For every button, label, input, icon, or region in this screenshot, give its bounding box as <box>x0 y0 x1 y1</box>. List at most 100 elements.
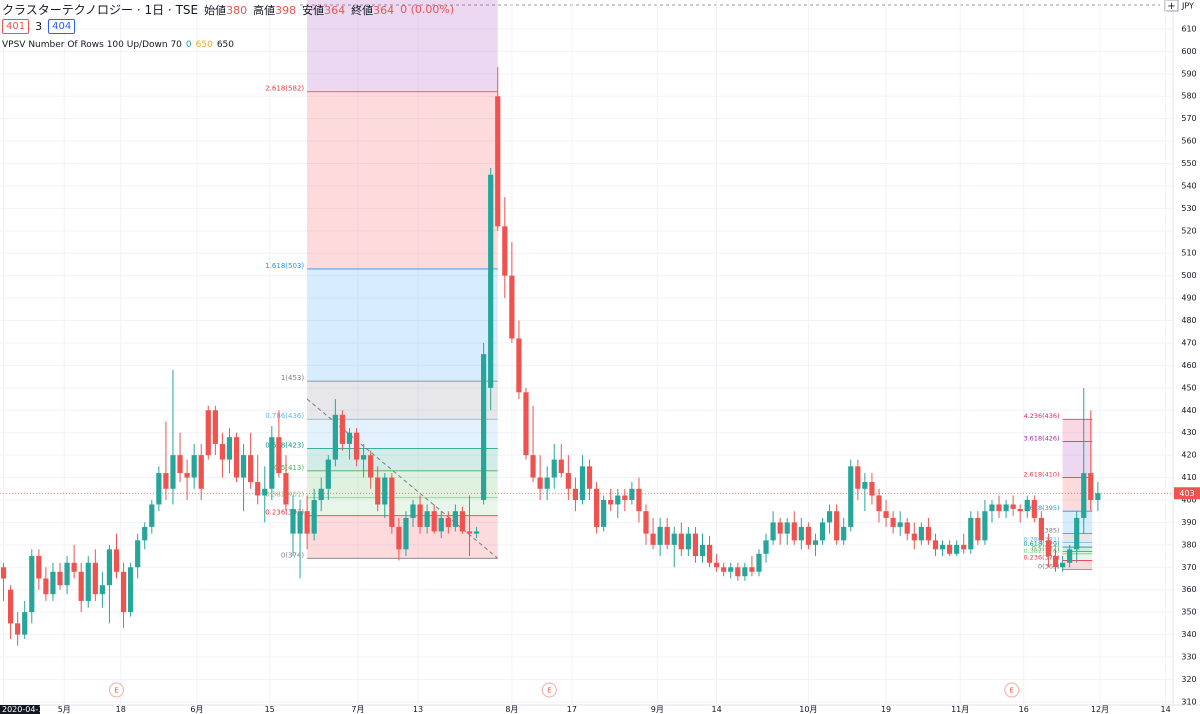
candle-body <box>728 567 734 572</box>
candle-body <box>918 526 924 541</box>
candle-body <box>982 511 988 541</box>
y-tick-label: 320 <box>1181 675 1196 684</box>
fib-label: 0.5(413) <box>274 464 304 472</box>
earnings-marker[interactable] <box>108 682 124 698</box>
candle-body <box>968 517 974 550</box>
fib-label: 4.236(436) <box>1023 412 1059 420</box>
y-tick-label: 610 <box>1181 24 1196 33</box>
x-tick-label: 14 <box>1161 705 1171 714</box>
candle-body <box>311 499 317 534</box>
last-price-label: 403 <box>1179 489 1194 498</box>
y-tick-label: 340 <box>1181 630 1196 639</box>
candle-body <box>643 511 649 534</box>
x-tick-label: 16 <box>1019 705 1029 714</box>
sell-button[interactable]: 401 <box>2 19 30 34</box>
candle-body <box>368 455 374 478</box>
ohlc-value: 398 <box>275 3 297 17</box>
candle-body <box>424 511 430 527</box>
candle-body <box>770 522 776 541</box>
candle-body <box>855 466 861 489</box>
y-tick-label: 380 <box>1181 540 1196 549</box>
currency: JPY <box>1181 2 1194 11</box>
symbol-row: クラスターテクノロジー · 1日 · TSE 始値380 高値398 安値364 終値… <box>2 2 454 17</box>
ohlc-value: 364 <box>324 3 346 17</box>
candle-body <box>163 473 169 489</box>
y-tick-label: 430 <box>1181 428 1196 437</box>
x-tick-label: 2020-04-17 <box>2 705 49 714</box>
candle-body <box>1095 493 1101 500</box>
buttons-row: 401 3 404 <box>2 19 454 34</box>
candle-body <box>283 473 289 505</box>
fib-zone <box>307 470 498 498</box>
candle-body <box>671 533 677 545</box>
candle-body <box>714 562 720 568</box>
candle-body <box>509 275 515 339</box>
candle-body <box>170 455 176 489</box>
candle-body <box>1024 499 1030 512</box>
fib-zone <box>307 91 498 269</box>
add-button[interactable] <box>1164 0 1179 12</box>
candle-body <box>523 392 529 456</box>
candle-body <box>1010 504 1016 509</box>
candle-body <box>191 455 197 478</box>
indicator-value: 650 <box>216 39 235 50</box>
candle-body <box>904 522 910 534</box>
candle-body <box>961 544 967 550</box>
candle-body <box>57 571 63 586</box>
candle-body <box>481 354 487 500</box>
fib-label: 0.618(423) <box>265 441 304 449</box>
x-tick-label: 11月 <box>951 705 969 714</box>
y-tick-label: 390 <box>1181 518 1196 527</box>
candle-body <box>276 437 282 474</box>
fib-zone <box>307 419 498 449</box>
earnings-label: E <box>1010 687 1014 695</box>
y-tick-label: 440 <box>1181 406 1196 415</box>
earnings-marker[interactable] <box>541 682 557 698</box>
x-tick-label: 17 <box>567 705 577 714</box>
fib-trend-line <box>306 398 499 559</box>
candle-body <box>756 553 762 572</box>
symbol[interactable]: クラスターテクノロジー · 1日 · TSE <box>2 3 199 17</box>
candle-body <box>36 556 42 579</box>
fib-zone <box>1062 477 1093 512</box>
candle-body <box>473 531 480 534</box>
candle-body <box>120 571 127 613</box>
buy-button[interactable]: 404 <box>48 19 76 34</box>
y-tick-label: 400 <box>1181 495 1196 504</box>
candle-body <box>1031 499 1037 518</box>
plot-area <box>0 0 1172 705</box>
y-tick-label: 470 <box>1181 338 1196 347</box>
earnings-marker[interactable] <box>1004 682 1020 698</box>
candle-body <box>198 455 204 489</box>
candle-body <box>226 437 233 460</box>
ohlc-item: 高値398 <box>253 2 296 18</box>
candle-body <box>551 459 557 478</box>
candle-body <box>735 567 741 577</box>
ohlc-label: 高値 <box>253 3 276 17</box>
candle-body <box>353 432 360 460</box>
candle-body <box>0 567 7 579</box>
fib-zone <box>1062 441 1093 478</box>
x-tick-label: 9月 <box>651 705 664 714</box>
fib-zone <box>307 497 498 516</box>
candle-body <box>749 567 755 572</box>
candle-body <box>396 526 402 550</box>
candle-body <box>798 526 804 541</box>
candle-body <box>85 562 91 601</box>
candle-body <box>608 499 614 505</box>
candle-body <box>911 533 917 541</box>
x-tick-label: 5月 <box>58 705 71 714</box>
indicator-name[interactable]: VPSV Number Of Rows 100 Up/Down 70 <box>2 39 182 50</box>
candle-body <box>177 455 183 474</box>
candle-body <box>699 544 706 557</box>
y-tick-label: 330 <box>1181 652 1196 661</box>
candle-body <box>664 526 670 545</box>
candle-body <box>431 511 437 532</box>
candle-body <box>212 410 218 444</box>
candle-body <box>897 522 903 527</box>
candle-body <box>22 612 28 635</box>
y-tick-label: 410 <box>1181 473 1196 482</box>
candle-body <box>149 504 155 527</box>
fib-label: 1(453) <box>281 374 305 382</box>
